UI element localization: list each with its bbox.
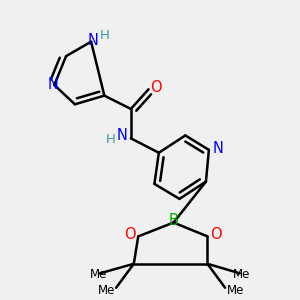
Text: Me: Me [233, 268, 250, 281]
Text: H: H [99, 29, 109, 42]
Text: N: N [212, 141, 223, 156]
Text: O: O [124, 227, 136, 242]
Text: H: H [106, 133, 116, 146]
Text: B: B [169, 213, 178, 228]
Text: Me: Me [98, 284, 115, 297]
Text: N: N [47, 77, 58, 92]
Text: Me: Me [90, 268, 107, 281]
Text: Me: Me [227, 284, 244, 297]
Text: O: O [210, 227, 221, 242]
Text: O: O [150, 80, 162, 95]
Text: N: N [117, 128, 128, 143]
Text: N: N [87, 33, 98, 48]
